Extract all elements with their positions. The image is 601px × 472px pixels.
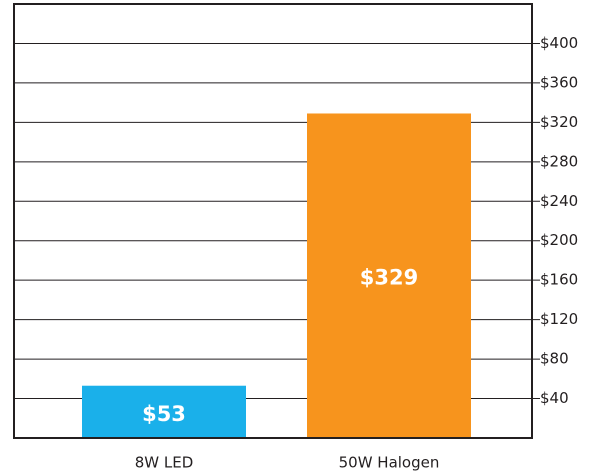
y-tick-label: $400 (540, 34, 578, 52)
y-tick-label: $320 (540, 113, 578, 131)
y-tick-label: $240 (540, 192, 578, 210)
x-tick-label: 8W LED (135, 454, 194, 472)
bar (82, 385, 246, 438)
y-tick-label: $120 (540, 310, 578, 328)
y-tick-label: $160 (540, 271, 578, 289)
plot-frame (13, 3, 533, 439)
y-tick-label: $80 (540, 350, 569, 368)
y-tick-label: $40 (540, 389, 569, 407)
value-label: $329 (360, 266, 418, 290)
value-label: $53 (142, 402, 186, 426)
y-tick-label: $200 (540, 231, 578, 249)
bar (307, 113, 471, 439)
y-tick-label: $280 (540, 152, 578, 170)
y-tick-label: $360 (540, 73, 578, 91)
x-tick-label: 50W Halogen (339, 454, 440, 472)
